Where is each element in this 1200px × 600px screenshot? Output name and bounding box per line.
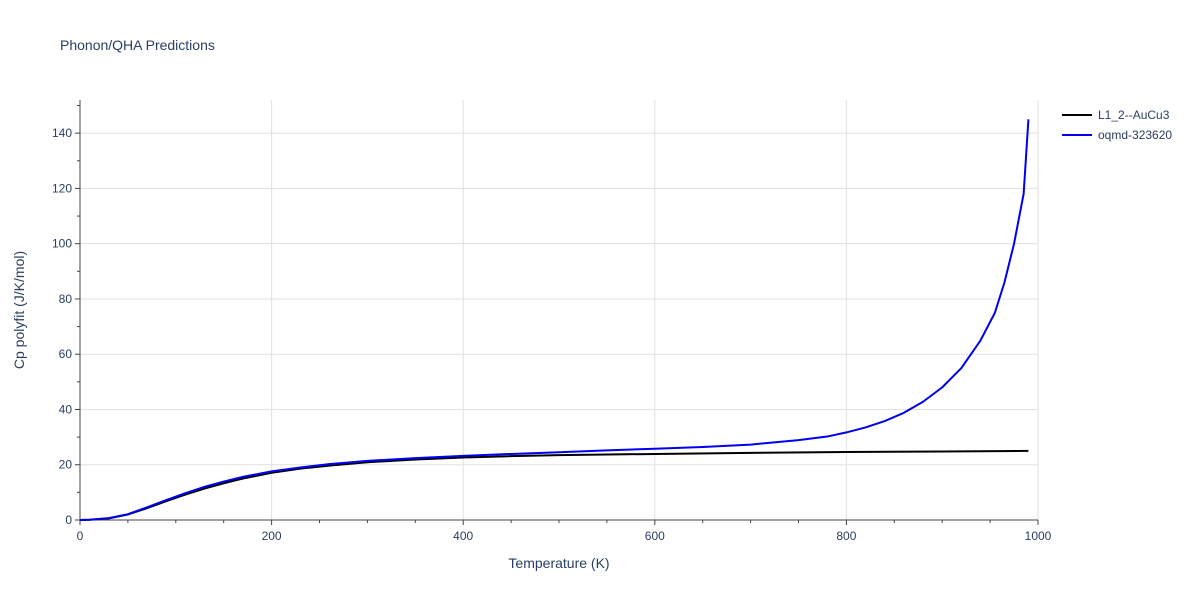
y-axis-label: Cp polyfit (J/K/mol) xyxy=(11,251,27,369)
legend-item[interactable]: L1_2--AuCu3 xyxy=(1062,108,1170,122)
y-tick-label: 100 xyxy=(52,237,72,251)
axes: 0 200 400 600 800 1000 0 20 40 60 80 100 120 140 xyxy=(52,100,1052,543)
y-tick-label: 0 xyxy=(65,513,72,527)
y-tick-label: 120 xyxy=(52,181,72,195)
legend[interactable]: L1_2--AuCu3 oqmd-323620 xyxy=(1062,108,1172,142)
series-line-1 xyxy=(79,449,1029,521)
x-axis-label: Temperature (K) xyxy=(508,555,609,571)
x-tick-label: 600 xyxy=(645,529,665,543)
legend-label: oqmd-323620 xyxy=(1098,128,1172,142)
x-tick-label: 800 xyxy=(836,529,856,543)
y-tick-label: 80 xyxy=(59,292,73,306)
x-tick-label: 200 xyxy=(262,529,282,543)
legend-label: L1_2--AuCu3 xyxy=(1098,108,1170,122)
x-tick-label: 0 xyxy=(77,529,84,543)
y-tick-label: 140 xyxy=(52,126,72,140)
chart-title: Phonon/QHA Predictions xyxy=(60,37,215,53)
x-tick-label: 1000 xyxy=(1025,529,1052,543)
y-tick-label: 20 xyxy=(59,458,73,472)
series-line-2 xyxy=(79,119,1030,521)
grid xyxy=(80,100,1039,520)
y-tick-label: 40 xyxy=(59,402,73,416)
y-tick-label: 60 xyxy=(59,347,73,361)
series-layer xyxy=(79,119,1030,521)
legend-item[interactable]: oqmd-323620 xyxy=(1062,128,1172,142)
x-tick-label: 400 xyxy=(453,529,473,543)
